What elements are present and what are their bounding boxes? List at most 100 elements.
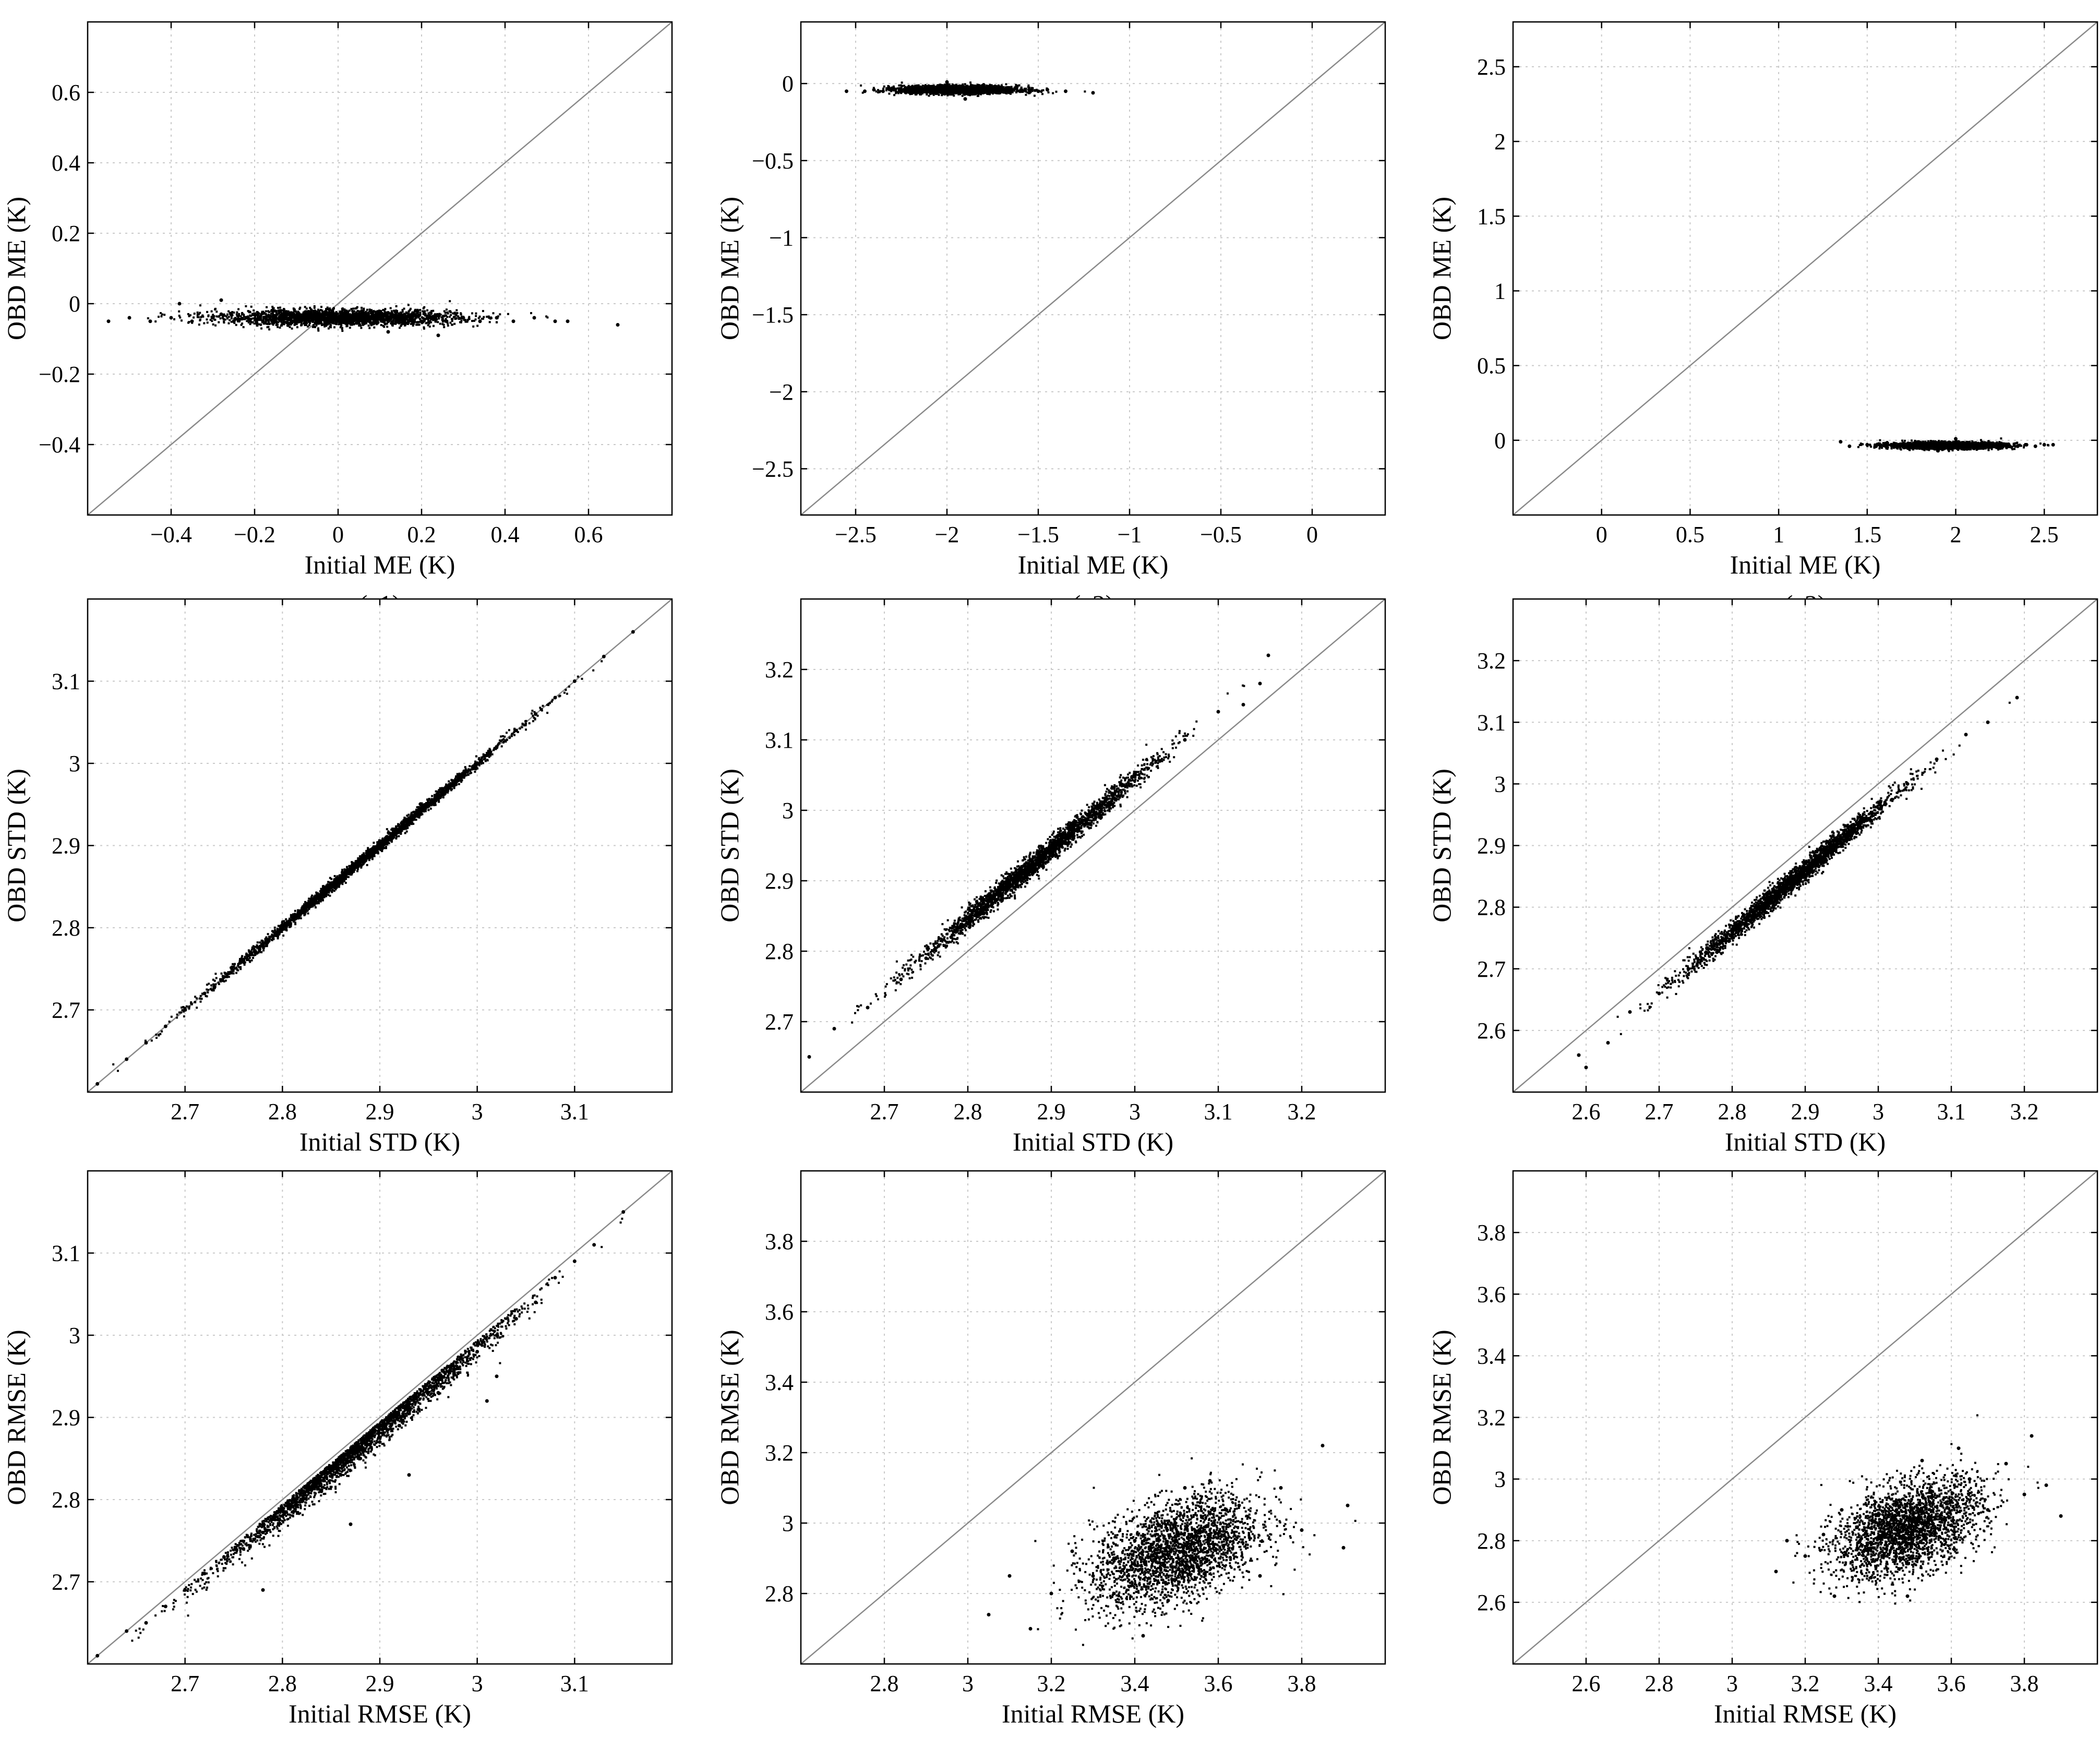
cloud-point [400, 313, 402, 315]
cloud-point [270, 318, 272, 321]
cloud-point [889, 87, 891, 90]
cloud-point [384, 308, 387, 310]
cloud-point [332, 308, 334, 311]
cloud-point [335, 316, 338, 318]
cloud-point [222, 317, 224, 319]
cloud-point [250, 305, 253, 308]
data-point [253, 312, 257, 316]
cloud-point [320, 306, 322, 308]
cloud-point [270, 315, 273, 317]
cloud-point [362, 316, 365, 319]
cloud-point [488, 317, 490, 319]
cloud-point [918, 90, 921, 93]
cloud-point [407, 304, 410, 306]
cloud-point [455, 309, 458, 312]
cloud-point [323, 318, 326, 320]
cloud-point [347, 313, 350, 316]
cloud-point [315, 320, 318, 322]
cloud-point [302, 311, 305, 314]
cloud-point [1004, 86, 1007, 89]
cloud-point [417, 309, 419, 312]
cloud-point [329, 325, 331, 328]
cloud-point [355, 319, 358, 321]
cloud-point [390, 313, 392, 316]
cloud-point [417, 314, 419, 316]
cloud-point [445, 318, 447, 320]
cloud-point [471, 312, 473, 315]
cloud-point [343, 308, 346, 311]
cloud-point [1007, 89, 1010, 92]
cloud-point [980, 93, 982, 95]
cloud-point [901, 81, 903, 84]
cloud-point [275, 324, 278, 326]
cloud-point [383, 312, 386, 315]
cloud-point [352, 311, 354, 314]
cloud-point [987, 87, 989, 89]
cloud-point [222, 318, 225, 320]
cloud-point [455, 312, 458, 315]
cloud-point [315, 315, 318, 317]
grid [801, 22, 1385, 515]
cloud-point [995, 87, 998, 90]
cloud-point [294, 317, 296, 320]
cloud-point [235, 318, 237, 320]
data-point [357, 319, 361, 324]
data-point [261, 319, 265, 324]
cloud-point [391, 314, 394, 317]
cloud-point [444, 312, 447, 314]
cloud-point [163, 314, 166, 316]
cloud-point [415, 324, 418, 326]
cloud-point [1055, 90, 1058, 93]
cloud-point [395, 319, 398, 322]
cloud-point [433, 325, 435, 327]
cloud-point [268, 314, 271, 317]
cloud-point [441, 316, 443, 319]
cloud-point [391, 316, 394, 319]
cloud-point [447, 325, 449, 327]
cloud-point [310, 319, 313, 322]
cloud-point [253, 309, 255, 312]
cloud-point [295, 310, 297, 313]
cloud-point [236, 317, 239, 320]
cloud-point [389, 316, 391, 318]
data-point [315, 312, 319, 316]
cloud-point [415, 315, 418, 318]
cloud-point [359, 325, 362, 327]
cloud-point [436, 314, 438, 316]
cloud-point [319, 316, 321, 319]
cloud-point [377, 318, 380, 320]
cloud-point [438, 317, 440, 320]
cloud-point [394, 310, 397, 313]
cloud-point [269, 316, 272, 318]
cloud-point [328, 312, 331, 314]
cloud-point [343, 312, 345, 314]
data-point [386, 330, 390, 334]
cloud-point [1006, 87, 1009, 89]
cloud-point [334, 319, 337, 321]
cloud-point [283, 316, 286, 318]
cloud-point [234, 317, 237, 319]
cloud-point [326, 313, 328, 315]
cloud-point [353, 310, 355, 313]
cloud-point [361, 318, 363, 320]
cloud-point [316, 310, 318, 313]
x-axis-label: Initial ME (K) [305, 550, 455, 579]
cloud-point [161, 313, 163, 316]
cloud-point [969, 85, 972, 87]
cloud-point [224, 318, 226, 321]
cloud-point [384, 318, 386, 320]
cloud-point [406, 312, 408, 315]
cloud-point [410, 307, 412, 310]
cloud-point [366, 308, 368, 311]
cloud-point [474, 318, 477, 321]
cloud-point [231, 311, 234, 314]
cloud-point [351, 314, 353, 316]
cloud-point [243, 318, 245, 320]
cloud-point [281, 324, 283, 327]
cloud-point [349, 320, 351, 322]
cloud-point [318, 314, 320, 316]
cloud-point [466, 319, 469, 321]
cloud-point [368, 315, 370, 317]
cloud-point [325, 310, 327, 312]
cloud-point [466, 320, 469, 323]
